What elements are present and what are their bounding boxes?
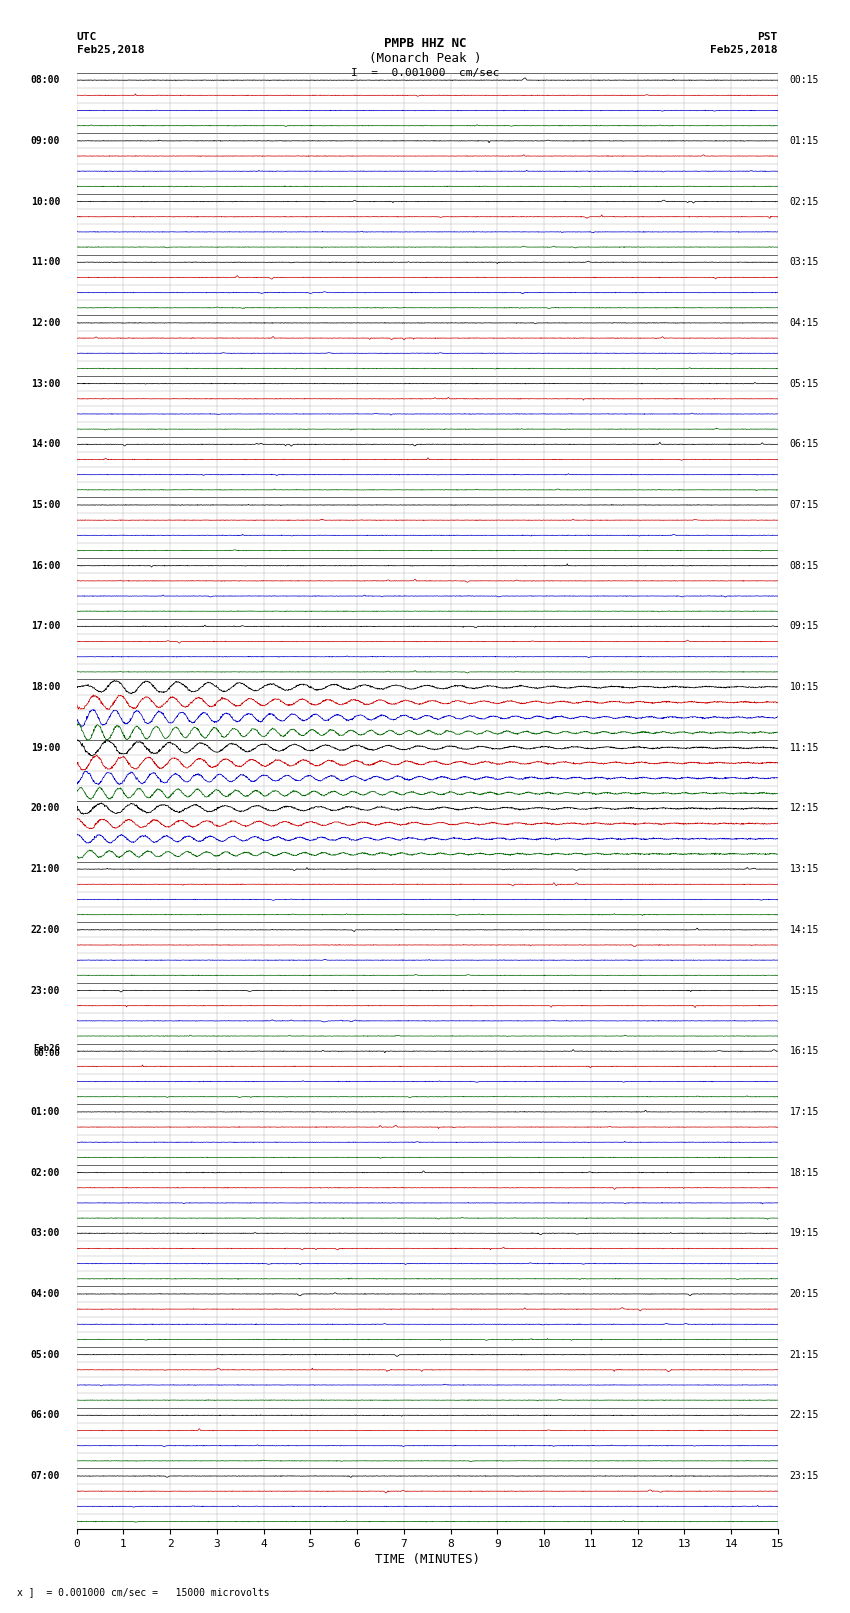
Text: 06:00: 06:00 (31, 1410, 60, 1421)
Text: 14:15: 14:15 (790, 924, 819, 936)
Text: 15:15: 15:15 (790, 986, 819, 995)
Text: 08:00: 08:00 (31, 76, 60, 85)
Text: 02:00: 02:00 (31, 1168, 60, 1177)
Text: 03:00: 03:00 (31, 1227, 60, 1239)
Text: 13:15: 13:15 (790, 865, 819, 874)
Text: 08:15: 08:15 (790, 561, 819, 571)
Text: Feb25,2018: Feb25,2018 (76, 45, 144, 55)
Text: 09:15: 09:15 (790, 621, 819, 631)
Text: 10:00: 10:00 (31, 197, 60, 206)
Text: PMPB HHZ NC: PMPB HHZ NC (383, 37, 467, 50)
Text: 22:00: 22:00 (31, 924, 60, 936)
Text: 11:15: 11:15 (790, 742, 819, 753)
Text: 00:15: 00:15 (790, 76, 819, 85)
Text: 16:15: 16:15 (790, 1047, 819, 1057)
Text: 22:15: 22:15 (790, 1410, 819, 1421)
Text: 05:15: 05:15 (790, 379, 819, 389)
Text: 04:00: 04:00 (31, 1289, 60, 1298)
Text: 21:15: 21:15 (790, 1350, 819, 1360)
Text: 11:00: 11:00 (31, 256, 60, 268)
Text: 05:00: 05:00 (31, 1350, 60, 1360)
Text: 13:00: 13:00 (31, 379, 60, 389)
X-axis label: TIME (MINUTES): TIME (MINUTES) (375, 1553, 479, 1566)
Text: Feb25,2018: Feb25,2018 (711, 45, 778, 55)
Text: I  =  0.001000  cm/sec: I = 0.001000 cm/sec (351, 68, 499, 77)
Text: 03:15: 03:15 (790, 256, 819, 268)
Text: 12:15: 12:15 (790, 803, 819, 813)
Text: UTC: UTC (76, 32, 97, 42)
Text: 00:00: 00:00 (33, 1048, 60, 1058)
Text: 19:00: 19:00 (31, 742, 60, 753)
Text: 18:00: 18:00 (31, 682, 60, 692)
Text: 07:15: 07:15 (790, 500, 819, 510)
Text: PST: PST (757, 32, 778, 42)
Text: Feb26: Feb26 (33, 1045, 60, 1053)
Text: 21:00: 21:00 (31, 865, 60, 874)
Text: 06:15: 06:15 (790, 439, 819, 450)
Text: (Monarch Peak ): (Monarch Peak ) (369, 52, 481, 65)
Text: 15:00: 15:00 (31, 500, 60, 510)
Text: 04:15: 04:15 (790, 318, 819, 327)
Text: 20:15: 20:15 (790, 1289, 819, 1298)
Text: 02:15: 02:15 (790, 197, 819, 206)
Text: 18:15: 18:15 (790, 1168, 819, 1177)
Text: 10:15: 10:15 (790, 682, 819, 692)
Text: 12:00: 12:00 (31, 318, 60, 327)
Text: 23:15: 23:15 (790, 1471, 819, 1481)
Text: 19:15: 19:15 (790, 1227, 819, 1239)
Text: x ]  = 0.001000 cm/sec =   15000 microvolts: x ] = 0.001000 cm/sec = 15000 microvolts (17, 1587, 269, 1597)
Text: 16:00: 16:00 (31, 561, 60, 571)
Text: 14:00: 14:00 (31, 439, 60, 450)
Text: 17:15: 17:15 (790, 1107, 819, 1116)
Text: 17:00: 17:00 (31, 621, 60, 631)
Text: 23:00: 23:00 (31, 986, 60, 995)
Text: 01:00: 01:00 (31, 1107, 60, 1116)
Text: 07:00: 07:00 (31, 1471, 60, 1481)
Text: 01:15: 01:15 (790, 135, 819, 145)
Text: 09:00: 09:00 (31, 135, 60, 145)
Text: 20:00: 20:00 (31, 803, 60, 813)
